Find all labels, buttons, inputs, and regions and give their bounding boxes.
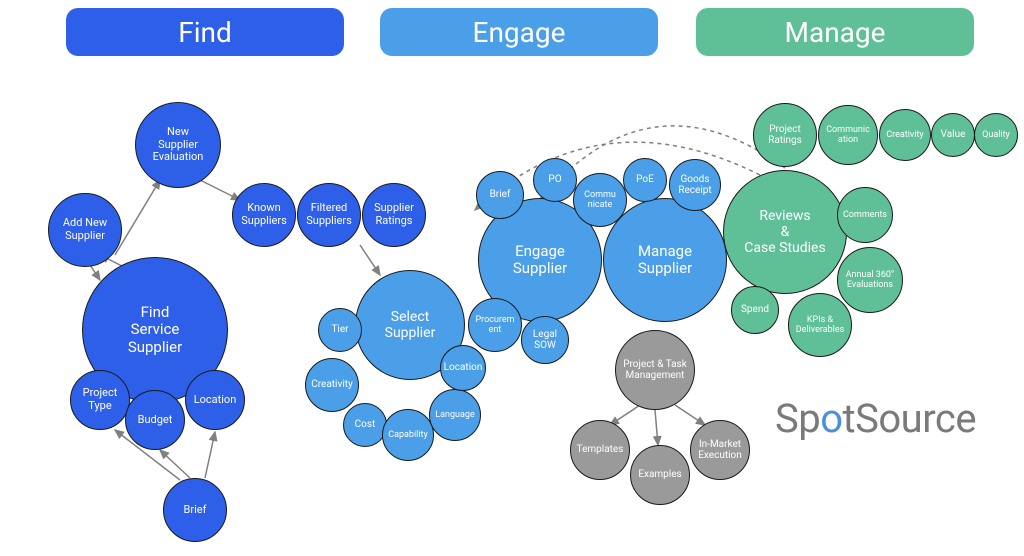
a4 <box>200 180 240 200</box>
location-find: Location <box>185 370 245 430</box>
creativity-eng: Creativity <box>305 358 359 412</box>
location-eng: Location <box>440 345 486 391</box>
capability: Capability <box>382 409 434 461</box>
annual-360: Annual 360°Evaluations <box>837 247 903 313</box>
add-new-supplier: Add NewSupplier <box>48 193 122 267</box>
budget: Budget <box>125 390 185 450</box>
new-supplier-eval: NewSupplierEvaluation <box>135 102 221 188</box>
project-type: ProjectType <box>70 370 130 430</box>
tab-manage: Manage <box>696 8 974 56</box>
project-task-mgmt: Project & TaskManagement <box>615 330 695 410</box>
procurement: Procurement <box>468 298 522 352</box>
comments: Comments <box>837 187 893 243</box>
legal-sow: LegalSOW <box>521 316 569 364</box>
spend: Spend <box>731 286 779 334</box>
poe: PoE <box>623 158 667 202</box>
value: Value <box>931 113 975 157</box>
reviews-case-studies: Reviews&Case Studies <box>723 170 847 294</box>
po: PO <box>533 158 577 202</box>
known-suppliers: KnownSuppliers <box>232 183 296 247</box>
examples: Examples <box>630 445 690 505</box>
creativity-mgr: Creativity <box>879 109 931 161</box>
a10 <box>655 410 658 445</box>
language: Language <box>429 389 481 441</box>
templates: Templates <box>570 420 630 480</box>
a9 <box>610 405 640 425</box>
a1 <box>115 180 160 255</box>
cost: Cost <box>343 403 387 447</box>
project-ratings: ProjectRatings <box>753 103 817 167</box>
tab-engage: Engage <box>380 8 658 56</box>
supplier-ratings: SupplierRatings <box>362 183 426 247</box>
manage-supplier: ManageSupplier <box>603 198 727 322</box>
communicate: Communicate <box>573 173 627 227</box>
tab-find: Find <box>66 8 344 56</box>
tier: Tier <box>318 308 362 352</box>
kpis-deliverables: KPIs &Deliverables <box>788 293 852 357</box>
spotsource-logo: SpotSource <box>775 395 976 442</box>
in-market-exec: In-MarketExecution <box>690 420 750 480</box>
communication: Communication <box>818 105 878 165</box>
quality: Quality <box>974 113 1018 157</box>
a7 <box>160 450 190 478</box>
a11 <box>675 405 705 425</box>
goods-receipt: GoodsReceipt <box>669 159 721 211</box>
a8 <box>205 432 215 478</box>
brief-find: Brief <box>163 478 227 542</box>
filtered-suppliers: FilteredSuppliers <box>297 183 361 247</box>
a5 <box>360 245 380 275</box>
a2 <box>90 265 100 280</box>
brief-eng: Brief <box>476 171 524 219</box>
